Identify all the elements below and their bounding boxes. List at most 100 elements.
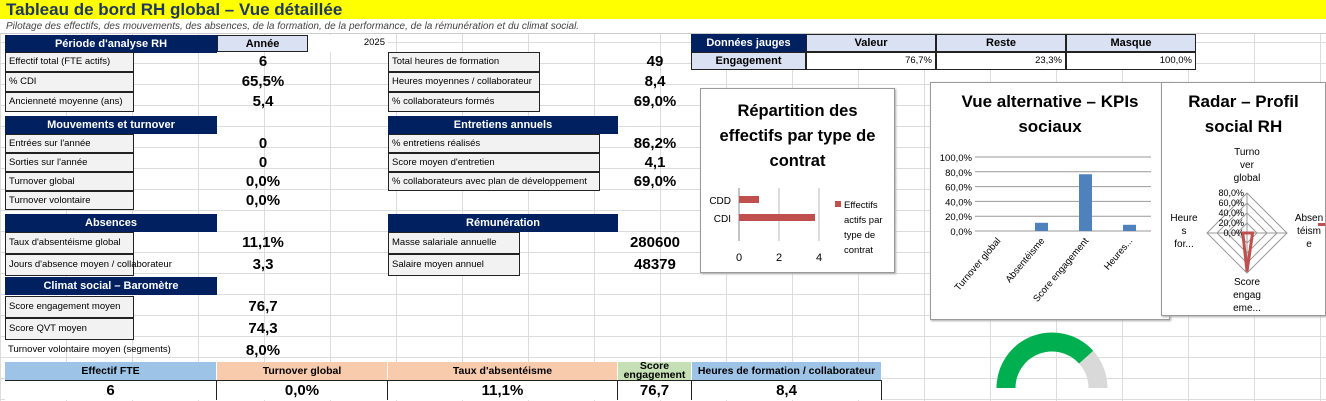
entretien-kpi-value[interactable]: 4,1 xyxy=(644,154,666,171)
effectif-kpi-value[interactable]: 65,5% xyxy=(241,73,285,90)
r-tick-label: 40,0% xyxy=(1218,208,1244,218)
absence-kpi-label: Taux d'absentéisme global xyxy=(5,232,134,254)
mouvement-kpi-value[interactable]: 0,0% xyxy=(245,173,281,190)
radar-axis-label: eme... xyxy=(1233,303,1261,314)
year-value[interactable]: 2025 xyxy=(308,35,388,52)
legend-text: Effectifs xyxy=(844,200,878,211)
footer-kpi-value: 0,0% xyxy=(217,380,388,400)
y-tick-label: 0,0% xyxy=(950,227,972,238)
formation-kpi-value[interactable]: 49 xyxy=(646,53,664,70)
formation-kpi-value[interactable]: 8,4 xyxy=(644,73,666,90)
gauge-rest xyxy=(1078,350,1108,389)
gauge-row-label: Engagement xyxy=(691,52,806,70)
bar-CDD xyxy=(739,196,759,203)
absence-kpi-value[interactable]: 3,3 xyxy=(252,256,274,273)
footer-kpi-header: Score engagement xyxy=(618,361,692,380)
x-tick-label: Turnover global xyxy=(953,236,1004,293)
footer-kpi-value: 8,4 xyxy=(692,380,882,400)
radar-chart[interactable]: Radar – Profil social RH 0,0% 20,0% 40,0% 6… xyxy=(1161,82,1326,316)
legend-text: actifs par xyxy=(844,215,883,226)
gauge-col-masque: Masque xyxy=(1066,34,1196,52)
engagement-gauge[interactable] xyxy=(990,316,1115,400)
footer-kpi-header: Turnover global xyxy=(217,362,388,380)
entretien-kpi-label: Score moyen d'entretien xyxy=(388,153,600,172)
entretien-kpi-value[interactable]: 69,0% xyxy=(633,173,677,190)
formation-kpi-value[interactable]: 69,0% xyxy=(633,93,677,110)
gauge-col-reste: Reste xyxy=(936,34,1066,52)
formation-kpi-label: Heures moyennes / collaborateur xyxy=(388,72,540,92)
effectif-kpi-label: Ancienneté moyenne (ans) xyxy=(5,92,134,112)
y-tick-label: 20,0% xyxy=(945,212,972,223)
climat-kpi-value[interactable]: 74,3 xyxy=(248,320,278,337)
x-tick-label: 2 xyxy=(776,252,782,264)
mouvements-header: Mouvements et turnover xyxy=(5,116,217,134)
mouvement-kpi-label: Turnover global xyxy=(5,172,134,191)
gauge-reste[interactable]: 23,3% xyxy=(936,52,1066,70)
r-tick-label: 20,0% xyxy=(1218,218,1244,228)
footer-kpi-header: Effectif FTE xyxy=(5,362,217,380)
legend-swatch xyxy=(835,201,841,207)
y-tick-label: 100,0% xyxy=(940,153,973,164)
gauge-fill xyxy=(996,332,1094,389)
effectif-kpi-value[interactable]: 5,4 xyxy=(252,93,274,110)
mouvement-kpi-label: Turnover volontaire xyxy=(5,191,134,210)
bar-3 xyxy=(1123,224,1136,231)
gauge-valeur[interactable]: 76,7% xyxy=(806,52,936,70)
period-header: Période d'analyse RH xyxy=(5,35,217,53)
legend-text: contrat xyxy=(844,245,873,256)
radar-axis-label: Score xyxy=(1234,277,1261,288)
radar-axis-label: e xyxy=(1306,239,1312,250)
contract-type-chart[interactable]: Répartition des effectifs par type de co… xyxy=(700,88,895,273)
radar-axis-label: Heure xyxy=(1170,213,1198,224)
absence-kpi-value[interactable]: 11,1% xyxy=(242,234,284,251)
r-tick-label: 0,0% xyxy=(1223,228,1244,238)
y-tick-label: CDD xyxy=(709,196,731,207)
footer-kpi-value: 6 xyxy=(5,380,217,400)
remuneration-kpi-value[interactable]: 280600 xyxy=(629,234,681,251)
y-tick-label: CDI xyxy=(714,214,731,225)
entretien-kpi-label: % entretiens réalisés xyxy=(388,134,600,153)
remuneration-kpi-value[interactable]: 48379 xyxy=(634,256,676,273)
mouvement-kpi-value[interactable]: 0 xyxy=(258,154,268,171)
gauge-masque[interactable]: 100,0% xyxy=(1066,52,1196,70)
footer-kpi-header: Taux d'absentéisme xyxy=(388,362,618,380)
r-tick-label: 60,0% xyxy=(1218,198,1244,208)
effectif-kpi-value[interactable]: 6 xyxy=(258,53,268,70)
entretien-kpi-value[interactable]: 86,2% xyxy=(633,135,677,152)
mouvement-kpi-value[interactable]: 0,0% xyxy=(245,192,281,209)
remuneration-header: Rémunération xyxy=(388,214,618,232)
entretien-kpi-label: % collaborateurs avec plan de développem… xyxy=(388,172,600,191)
radar-axis-label: for... xyxy=(1174,239,1193,250)
radar-axis-label: Turno xyxy=(1234,147,1260,158)
gauge-data-header: Données jauges xyxy=(691,34,806,52)
radar-axis-label: ver xyxy=(1240,160,1255,171)
remuneration-kpi-label: Masse salariale annuelle xyxy=(388,232,520,254)
kpi-social-chart[interactable]: Vue alternative – KPIs sociaux 0,0% 20,0%… xyxy=(930,82,1170,320)
chart-title: Vue alternative – KPIs sociaux xyxy=(961,92,1139,136)
radar-axis-label: Absen xyxy=(1295,213,1323,224)
climat-header: Climat social – Baromètre xyxy=(5,277,217,295)
bar-2 xyxy=(1079,174,1092,231)
absence-kpi-label: Jours d'absence moyen / collaborateur xyxy=(5,254,172,276)
chart-title: Répartition des effectifs par type de co… xyxy=(719,102,876,170)
footer-kpi-value: 76,7 xyxy=(618,380,692,400)
radar-axis-label: engag xyxy=(1233,290,1261,301)
mouvement-kpi-label: Entrées sur l'année xyxy=(5,134,134,153)
legend-text: type de xyxy=(844,230,875,241)
x-tick-label: 0 xyxy=(736,252,742,264)
bar-1 xyxy=(1035,222,1048,231)
climat-kpi-value[interactable]: 8,0% xyxy=(245,342,281,359)
radar-series xyxy=(1241,231,1255,272)
mouvement-kpi-value[interactable]: 0 xyxy=(258,135,268,152)
y-tick-label: 80,0% xyxy=(945,168,972,179)
climat-kpi-value[interactable]: 76,7 xyxy=(248,298,278,315)
climat-kpi-label: Score engagement moyen xyxy=(5,296,134,318)
absences-header: Absences xyxy=(5,214,217,232)
remuneration-kpi-label: Salaire moyen annuel xyxy=(388,254,520,276)
x-tick-label: Absentéisme xyxy=(1004,236,1048,285)
mouvement-kpi-label: Sorties sur l'année xyxy=(5,153,134,172)
climat-kpi-label: Turnover volontaire moyen (segments) xyxy=(8,344,171,355)
y-tick-label: 40,0% xyxy=(945,197,972,208)
formation-kpi-label: Total heures de formation xyxy=(388,52,540,72)
effectif-kpi-label: Effectif total (FTE actifs) xyxy=(5,52,134,72)
